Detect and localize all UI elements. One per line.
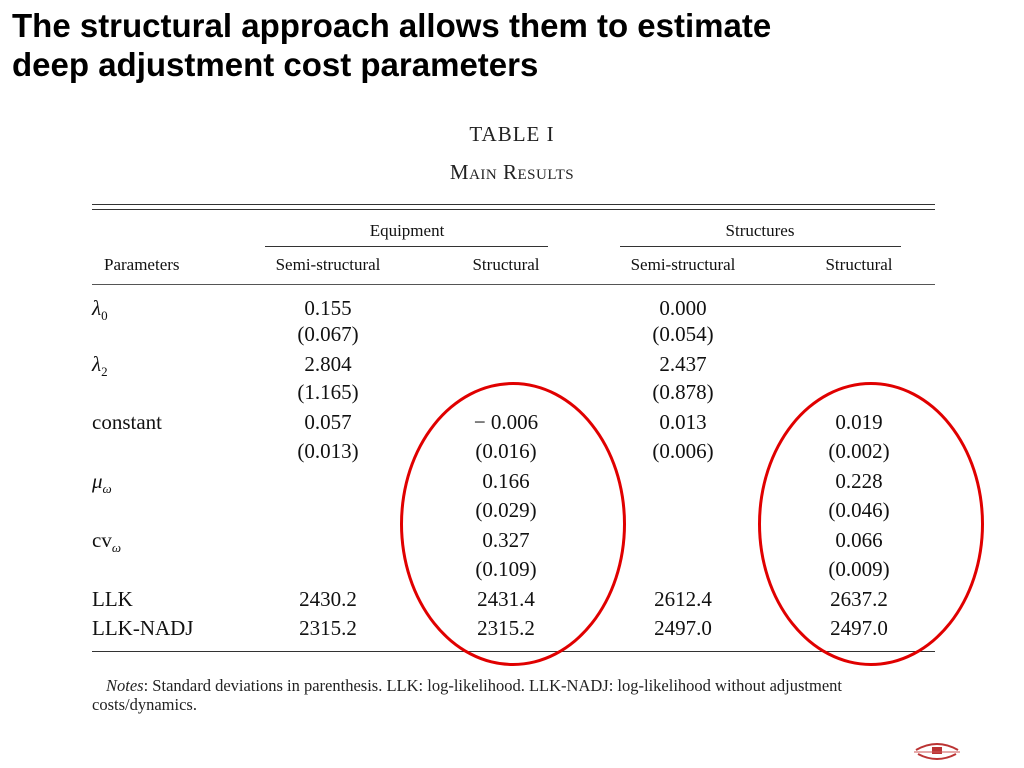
col-header-st-structural: Structural [825,255,893,274]
cell-eq-semi: 2.804 [304,352,352,376]
row-label-main: constant [92,410,162,434]
notes-text: : Standard deviations in parenthesis. LL… [92,676,842,714]
row-label-sub: 0 [101,308,108,324]
slide-title-line-1: The structural approach allows them to e… [12,7,772,44]
row-label: constant [92,410,162,434]
notes-label: Notes [106,676,144,695]
cell-eq-semi: 0.057 [304,410,352,434]
table-top-rule-2 [92,209,935,210]
slide-title: The structural approach allows them to e… [12,6,1002,84]
col-header-st-semi: Semi-structural [630,255,736,274]
row-label-sub: ω [102,481,112,497]
highlight-ellipse-equipment-structural [400,382,626,666]
row-label: cvω [92,528,121,560]
row-label-main: μ [92,469,103,493]
cell-eq-semi: 2430.2 [299,587,357,611]
structures-group-rule [620,246,901,247]
header-bottom-rule [92,284,935,285]
row-label-main: LLK [92,587,133,611]
equipment-group-rule [265,246,548,247]
table-subcaption: Main Results [449,160,575,184]
group-header-equipment: Equipment [369,221,445,240]
table-caption: TABLE I [469,122,555,146]
cell-st-semi: 0.000 [659,296,707,320]
cell-st-semi: (0.878) [652,380,714,404]
cell-st-semi: 2.437 [659,352,707,376]
cell-st-semi: (0.054) [652,322,714,346]
row-label-main: λ [92,352,102,376]
row-label-main: λ [92,296,102,320]
table-notes: Notes: Standard deviations in parenthesi… [92,676,937,714]
group-header-structures: Structures [725,221,795,240]
row-label: λ2 [92,352,108,384]
table-top-rule [92,204,935,205]
university-seal-logo-icon [914,743,960,760]
col-header-parameters: Parameters [104,255,180,274]
col-header-eq-structural: Structural [472,255,540,274]
row-label: λ0 [92,296,108,328]
cell-st-semi: 0.013 [659,410,707,434]
row-label-sub: ω [111,540,122,556]
row-label: LLK [92,587,133,611]
cell-st-semi: 2612.4 [654,587,712,611]
cell-eq-semi: (0.067) [297,322,359,346]
cell-eq-semi: (0.013) [297,439,359,463]
cell-st-semi: 2497.0 [654,616,712,640]
row-label-main: cv [92,528,112,552]
row-label-sub: 2 [101,364,108,380]
slide-title-line-2: deep adjustment cost parameters [12,46,539,83]
row-label-main: LLK-NADJ [92,616,194,640]
cell-eq-semi: (1.165) [297,380,359,404]
col-header-eq-semi: Semi-structural [275,255,381,274]
cell-st-semi: (0.006) [652,439,714,463]
cell-eq-semi: 2315.2 [299,616,357,640]
row-label: LLK-NADJ [92,616,193,640]
cell-eq-semi: 0.155 [304,296,352,320]
highlight-ellipse-structures-structural [758,382,984,666]
row-label: μω [92,469,112,501]
